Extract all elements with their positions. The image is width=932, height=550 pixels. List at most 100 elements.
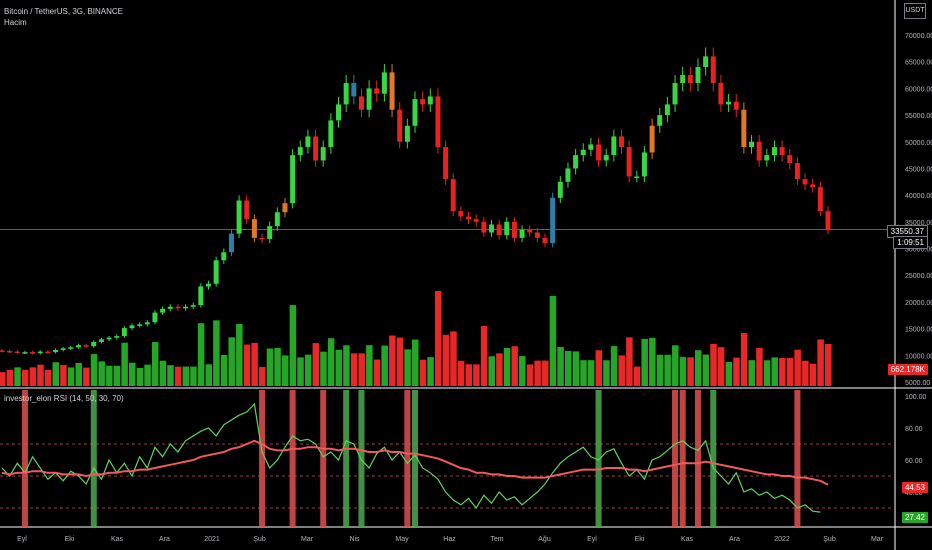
candle-body bbox=[320, 147, 326, 161]
price-tick-label: 65000.00 bbox=[905, 60, 932, 67]
volume-bar bbox=[595, 350, 603, 386]
time-tick-label: Şub bbox=[823, 536, 836, 543]
volume-bar bbox=[236, 324, 243, 386]
volume-bar bbox=[694, 350, 702, 386]
candle-body bbox=[343, 83, 349, 105]
price-tick-label: 55000.00 bbox=[905, 113, 932, 120]
candle-body bbox=[251, 219, 257, 238]
candle-body bbox=[626, 147, 632, 177]
candle-body bbox=[641, 152, 647, 177]
volume-bar bbox=[740, 333, 748, 386]
time-tick-label: Şub bbox=[253, 536, 266, 543]
indicator-label[interactable]: investor_elon RSI (14, 50, 30, 70) bbox=[4, 394, 124, 403]
time-tick-label: Nis bbox=[349, 536, 360, 543]
signal-bar bbox=[21, 390, 28, 527]
candle-body bbox=[274, 212, 280, 227]
time-tick-label: Haz bbox=[443, 536, 456, 543]
volume-bar bbox=[672, 345, 679, 386]
time-tick-label: Ağu bbox=[538, 536, 551, 543]
volume-bar bbox=[519, 356, 526, 386]
candle-body bbox=[45, 351, 51, 354]
signal-bar bbox=[794, 390, 801, 527]
candle-body bbox=[37, 351, 43, 354]
candle-body bbox=[328, 120, 334, 148]
signal-bar bbox=[595, 390, 602, 527]
rsi-tick-label: 80.00 bbox=[905, 426, 923, 433]
volume-bar bbox=[633, 366, 641, 386]
candle-body bbox=[389, 72, 395, 110]
volume-bar bbox=[580, 360, 587, 386]
volume-bar bbox=[389, 335, 396, 386]
volume-bar bbox=[358, 353, 365, 386]
signal-bars bbox=[21, 390, 801, 527]
candle-body bbox=[282, 203, 288, 213]
volume-bar bbox=[60, 364, 67, 386]
price-tick-label: 15000.00 bbox=[905, 327, 932, 334]
volume-bar bbox=[763, 360, 771, 386]
volume-bar bbox=[511, 346, 518, 386]
candle-body bbox=[504, 221, 510, 236]
volume-bar bbox=[121, 342, 128, 386]
volume-bar bbox=[488, 356, 495, 386]
volume-bar bbox=[106, 365, 113, 386]
candle-body bbox=[749, 141, 755, 148]
candle-body bbox=[664, 104, 670, 116]
volume-label[interactable]: Hacim bbox=[4, 18, 27, 27]
candle-body bbox=[573, 155, 579, 169]
volume-bar bbox=[442, 334, 450, 386]
volume-bar bbox=[320, 351, 327, 386]
candle-body bbox=[787, 155, 793, 164]
time-tick-label: 2021 bbox=[204, 536, 220, 543]
candle-body bbox=[817, 187, 823, 212]
volume-bar bbox=[83, 367, 90, 386]
signal-bar bbox=[679, 390, 686, 527]
volume-bar bbox=[113, 365, 121, 386]
volume-bar bbox=[266, 348, 274, 386]
volume-bar bbox=[281, 355, 289, 386]
candle-body bbox=[450, 179, 456, 212]
symbol-title[interactable]: Bitcoin / TetherUS, 3G, BINANCE bbox=[4, 7, 124, 16]
candle-body bbox=[427, 96, 433, 105]
time-tick-label: Eyl bbox=[587, 536, 597, 543]
volume-bar bbox=[373, 359, 381, 386]
time-tick-label: Mar bbox=[871, 536, 884, 543]
volume-bar bbox=[802, 360, 809, 386]
candle-body bbox=[435, 96, 441, 148]
price-tick-label: 40000.00 bbox=[905, 193, 932, 200]
volume-bar bbox=[6, 369, 14, 386]
currency-badge[interactable]: USDT bbox=[904, 3, 926, 19]
candle-body bbox=[488, 224, 494, 233]
candle-body bbox=[60, 348, 66, 350]
candle-body bbox=[358, 96, 364, 110]
volume-badge: 662.178K bbox=[887, 364, 928, 375]
candle-body bbox=[710, 56, 716, 84]
volume-bar bbox=[465, 364, 473, 386]
rsi-tick-label: 60.00 bbox=[905, 458, 923, 465]
signal-bar bbox=[90, 390, 97, 527]
volume-bar bbox=[717, 347, 725, 386]
candle-body bbox=[106, 337, 112, 340]
volume-bar bbox=[786, 357, 794, 386]
volume-bar bbox=[335, 349, 343, 386]
volume-bar bbox=[228, 337, 235, 386]
volume-bar bbox=[457, 360, 465, 386]
candle-body bbox=[825, 211, 831, 230]
time-tick-label: Ara bbox=[729, 536, 740, 543]
volume-bar bbox=[702, 354, 710, 386]
volume-bar bbox=[794, 349, 801, 386]
candle-body bbox=[91, 341, 97, 347]
candle-body bbox=[603, 155, 609, 161]
candle-body bbox=[672, 83, 678, 105]
rsi-red-badge: 44.53 bbox=[901, 482, 928, 493]
volume-bar bbox=[21, 369, 29, 386]
candle-body bbox=[703, 56, 709, 68]
time-tick-label: May bbox=[395, 536, 409, 543]
volume-bar bbox=[205, 364, 212, 386]
volume-bar bbox=[710, 343, 717, 386]
volume-bar bbox=[182, 366, 190, 386]
volume-bar bbox=[0, 372, 6, 386]
candle-body bbox=[30, 352, 36, 354]
volume-bar bbox=[587, 360, 595, 386]
